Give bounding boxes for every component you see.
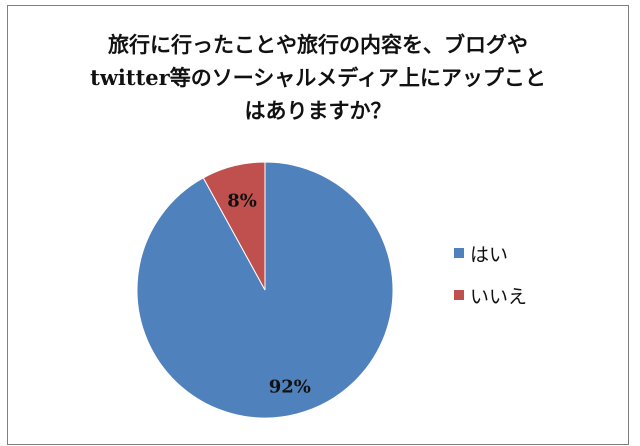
chart-title-line-1: 旅行に行ったことや旅行の内容を、ブログや xyxy=(108,32,528,57)
data-label-no: 8% xyxy=(227,191,257,212)
legend-swatch-yes xyxy=(454,248,464,258)
pie-chart: 92% 8% xyxy=(136,161,394,419)
legend: はい いいえ xyxy=(454,242,527,326)
legend-label-yes: はい xyxy=(470,243,509,266)
legend-item-yes: はい xyxy=(454,242,527,266)
chart-title-line-2: twitter等のソーシャルメディア上にアップこと xyxy=(90,65,546,90)
legend-label-no: いいえ xyxy=(470,285,528,308)
chart-title-line-3: はありますか？ xyxy=(244,98,392,123)
chart-title: 旅行に行ったことや旅行の内容を、ブログや twitter等のソーシャルメディア上… xyxy=(8,28,628,127)
data-label-yes: 92% xyxy=(269,377,311,398)
legend-item-no: いいえ xyxy=(454,284,528,308)
legend-swatch-no xyxy=(454,290,464,300)
pie-slice-no xyxy=(202,161,266,291)
chart-frame: 旅行に行ったことや旅行の内容を、ブログや twitter等のソーシャルメディア上… xyxy=(7,5,629,445)
